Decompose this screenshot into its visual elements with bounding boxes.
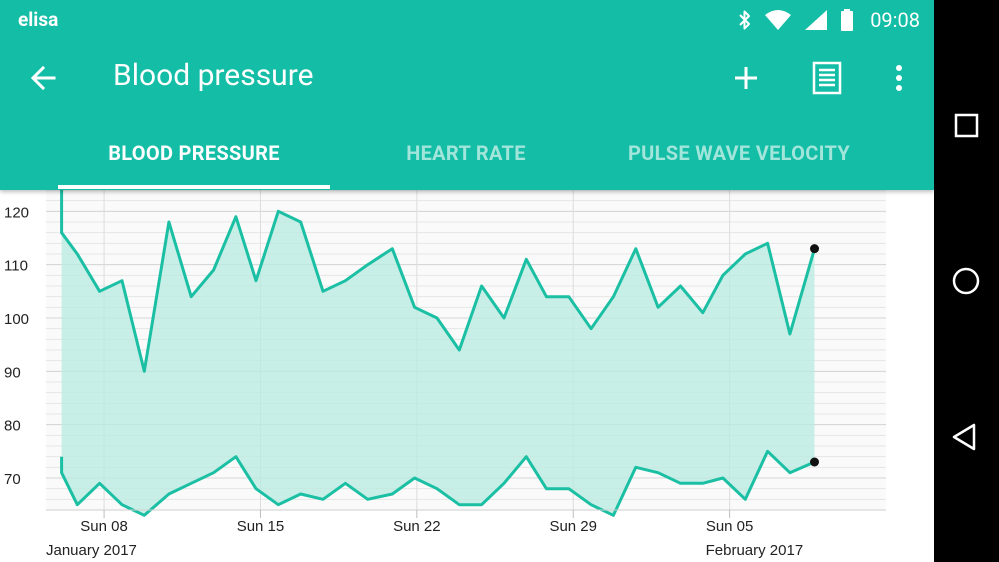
arrow-back-icon[interactable]: [26, 60, 62, 96]
page-title: Blood pressure: [113, 58, 314, 93]
blood-pressure-chart[interactable]: 70 80 90 100 110 120 Sun 08 Sun 15 Sun 22 Sun 29 S…: [0, 174, 934, 562]
y-tick-label: 80: [4, 418, 21, 435]
latest-point-diastolic: [810, 457, 820, 467]
y-tick-label: 120: [4, 204, 29, 221]
y-tick-label: 70: [4, 471, 21, 488]
x-tick-label: Sun 29: [549, 518, 597, 535]
wifi-icon: [765, 10, 792, 30]
status-bar: elisa 09:08: [0, 0, 934, 40]
status-icons: 09:08: [738, 6, 920, 34]
signal-icon: [805, 10, 828, 30]
active-tab-indicator: [58, 185, 330, 189]
app-screen: elisa 09:08: [0, 0, 934, 562]
x-tick-label: Sun 15: [237, 518, 285, 535]
home-circle-icon[interactable]: [948, 263, 984, 299]
x-tick-label: Sun 05: [706, 518, 754, 535]
add-icon[interactable]: [728, 60, 764, 96]
y-tick-label: 110: [4, 258, 28, 275]
app-bar: elisa 09:08: [0, 0, 934, 190]
area-between-series: [61, 174, 815, 516]
x-tick-label: Sun 22: [393, 518, 441, 535]
bluetooth-icon: [739, 10, 751, 30]
latest-point-systolic: [810, 244, 820, 254]
battery-icon: [841, 9, 854, 31]
clock: 09:08: [870, 8, 920, 32]
y-tick-label: 100: [4, 311, 29, 328]
recents-square-icon[interactable]: [948, 108, 984, 144]
x-tick-label: Sun 08: [80, 518, 128, 535]
tab-blood-pressure[interactable]: BLOOD PRESSURE: [108, 141, 280, 165]
y-tick-label: 90: [4, 364, 21, 381]
more-vertical-icon[interactable]: [881, 60, 917, 96]
tab-bar: BLOOD PRESSURE HEART RATE PULSE WAVE VEL…: [0, 120, 934, 190]
tab-heart-rate[interactable]: HEART RATE: [406, 141, 526, 165]
back-triangle-icon[interactable]: [948, 419, 984, 455]
series-line-diastolic: [60, 449, 816, 517]
system-navigation-bar: [934, 0, 999, 562]
month-label: February 2017: [706, 542, 804, 559]
list-icon[interactable]: [809, 60, 845, 96]
carrier-name: elisa: [18, 8, 59, 31]
tab-pulse-wave-velocity[interactable]: PULSE WAVE VELOCITY: [627, 141, 851, 165]
series-line-systolic: [60, 174, 816, 373]
toolbar: Blood pressure: [0, 40, 934, 116]
month-label: January 2017: [46, 542, 137, 559]
